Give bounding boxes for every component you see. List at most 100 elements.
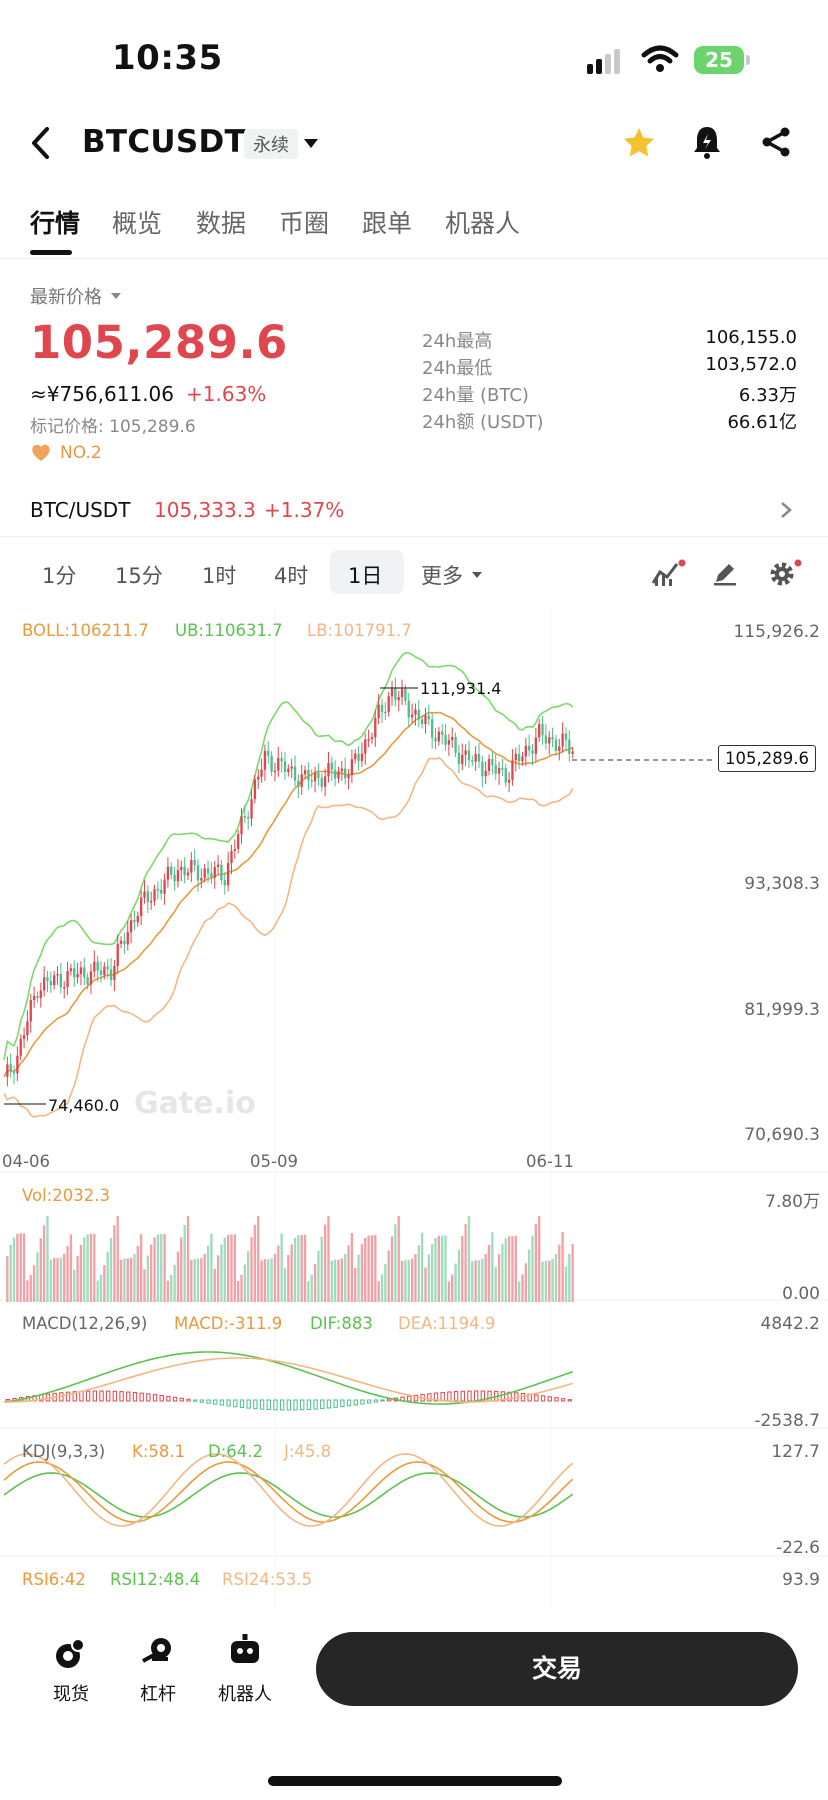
volume-bar [53, 1258, 56, 1302]
indicator-icon[interactable] [650, 558, 686, 588]
rsi6: RSI6:42 [22, 1570, 86, 1589]
candle [451, 737, 454, 741]
stat-low-label: 24h最低 [422, 358, 493, 379]
trade-button[interactable]: 交易 [316, 1632, 798, 1706]
candle [69, 968, 73, 972]
margin-label[interactable]: 杠杆 [140, 1684, 176, 1705]
volume-bar [56, 1258, 59, 1302]
candle [430, 719, 434, 738]
volume-bar [103, 1265, 106, 1302]
candle [180, 866, 183, 871]
volume-bar [310, 1274, 313, 1302]
candle [267, 750, 270, 756]
timeframe-4h[interactable]: 4时 [274, 564, 309, 588]
pair-title[interactable]: BTCUSDT [82, 124, 247, 160]
latest-price-label[interactable]: 最新价格 [30, 287, 102, 308]
tab-overview[interactable]: 概览 [112, 209, 163, 238]
share-icon[interactable] [760, 126, 792, 158]
candle [561, 733, 564, 747]
spot-icon[interactable] [54, 1637, 88, 1671]
drawing-tool-icon[interactable] [712, 560, 738, 586]
macd-axis-bottom: -2538.7 [754, 1411, 820, 1431]
candle [103, 966, 106, 975]
macd-histogram-bar [172, 1396, 178, 1402]
candle [354, 753, 357, 760]
chevron-down-icon[interactable] [471, 570, 483, 580]
volume-bar [307, 1281, 310, 1302]
macd-histogram-bar [320, 1399, 325, 1410]
candle [183, 866, 186, 876]
macd-histogram-bar [306, 1399, 312, 1410]
x-axis-tick: 04-06 [2, 1152, 50, 1171]
kdj-axis-top: 127.7 [771, 1442, 820, 1462]
volume-bar [430, 1244, 434, 1302]
volume-bar [504, 1238, 507, 1302]
macd-histogram-bar [266, 1399, 271, 1411]
candle [210, 873, 213, 878]
price-alert-bell-icon[interactable] [692, 124, 722, 160]
bot-label[interactable]: 机器人 [218, 1684, 272, 1705]
hot-rank-icon [32, 444, 50, 461]
chevron-right-icon[interactable] [780, 501, 792, 519]
volume-bar [544, 1260, 548, 1302]
volume-bar [364, 1237, 367, 1302]
timeframe-15m[interactable]: 15分 [115, 564, 163, 588]
volume-bar [32, 1265, 36, 1302]
volume-bar [250, 1237, 253, 1302]
macd-histogram-bar [560, 1398, 566, 1402]
timeframe-1m[interactable]: 1分 [42, 564, 77, 588]
spot-label[interactable]: 现货 [53, 1684, 89, 1705]
volume-bar [397, 1216, 400, 1302]
tab-bots[interactable]: 机器人 [445, 209, 521, 238]
candle [26, 1021, 29, 1036]
volume-bar [417, 1245, 420, 1302]
volume-bar [297, 1235, 300, 1302]
timeframe-1d[interactable]: 1日 [348, 564, 383, 588]
volume-bar [240, 1274, 243, 1302]
volume-bar [454, 1263, 457, 1302]
chevron-down-icon[interactable] [302, 136, 320, 150]
candle [564, 733, 568, 740]
watermark: Gate.io [134, 1086, 256, 1121]
tab-square[interactable]: 币圈 [279, 209, 330, 238]
settings-gear-icon[interactable] [768, 558, 802, 588]
candle [280, 757, 283, 762]
macd-histogram-bar [293, 1399, 298, 1411]
candle [521, 756, 524, 762]
margin-leverage-icon[interactable] [140, 1635, 176, 1671]
divider [0, 258, 828, 259]
chevron-down-icon[interactable] [110, 291, 122, 301]
spot-pair[interactable]: BTC/USDT [30, 498, 131, 522]
candle [66, 971, 69, 988]
volume-bar [196, 1258, 200, 1302]
candle [243, 816, 247, 818]
candle [119, 940, 123, 944]
candle [394, 688, 397, 701]
volume-bar [427, 1254, 430, 1302]
back-icon[interactable] [28, 126, 54, 160]
volume-bar [12, 1237, 16, 1302]
macd-histogram-bar [65, 1391, 71, 1402]
timeframe-more[interactable]: 更多 [421, 564, 463, 588]
tab-data[interactable]: 数据 [196, 209, 247, 238]
tab-copy-trading[interactable]: 跟单 [362, 209, 413, 238]
volume-bar [186, 1216, 190, 1302]
macd-histogram-bar [547, 1396, 552, 1402]
robot-icon[interactable] [227, 1632, 263, 1668]
macd-dif-line [3, 1351, 573, 1405]
candlestick-chart[interactable] [0, 608, 828, 1608]
candle [484, 770, 487, 777]
candle [541, 723, 544, 736]
macd-histogram-bar [126, 1391, 131, 1402]
macd-histogram-bar [286, 1399, 291, 1411]
volume-bar [6, 1256, 9, 1302]
candle [200, 878, 203, 881]
volume-bar [29, 1274, 32, 1302]
timeframe-1h[interactable]: 1时 [202, 564, 237, 588]
volume-bar [42, 1225, 46, 1302]
candle [471, 760, 474, 762]
candle [247, 816, 250, 819]
star-icon[interactable] [622, 126, 656, 158]
volume-bar [119, 1259, 123, 1302]
tab-market[interactable]: 行情 [30, 209, 81, 238]
